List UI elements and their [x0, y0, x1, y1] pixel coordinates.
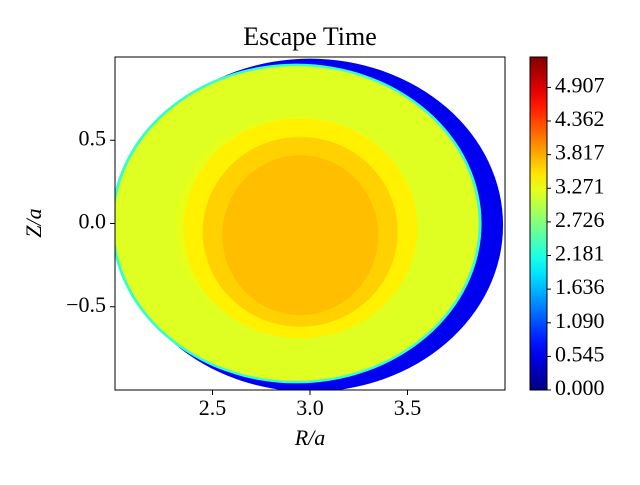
colorbar	[529, 56, 548, 391]
chart-title: Escape Time	[243, 22, 377, 51]
x-tick-label: 2.5	[199, 395, 227, 420]
y-tick-label: 0.0	[79, 209, 107, 234]
colorbar-tick-label: 0.545	[555, 341, 605, 366]
colorbar-tick-label: 2.181	[555, 241, 605, 266]
colorbar-tick-label: 4.362	[555, 106, 605, 131]
colorbar-tick-label: 4.907	[555, 72, 605, 97]
x-tick-label: 3.0	[296, 395, 324, 420]
contour-region	[222, 155, 379, 316]
y-axis-label: Z/a	[21, 208, 46, 237]
colorbar-tick-label: 3.271	[555, 173, 605, 198]
x-axis-label: R/a	[294, 425, 326, 450]
colorbar-tick-label: 1.636	[555, 274, 605, 299]
colorbar-tick-label: 2.726	[555, 207, 605, 232]
colorbar-tick-label: 0.000	[555, 375, 605, 400]
y-tick-label: −0.5	[66, 292, 106, 317]
colorbar-tick-label: 1.090	[555, 308, 605, 333]
field	[115, 58, 503, 390]
y-tick-label: 0.5	[79, 125, 107, 150]
x-tick-label: 3.5	[394, 395, 422, 420]
colorbar-tick-label: 3.817	[555, 140, 605, 165]
